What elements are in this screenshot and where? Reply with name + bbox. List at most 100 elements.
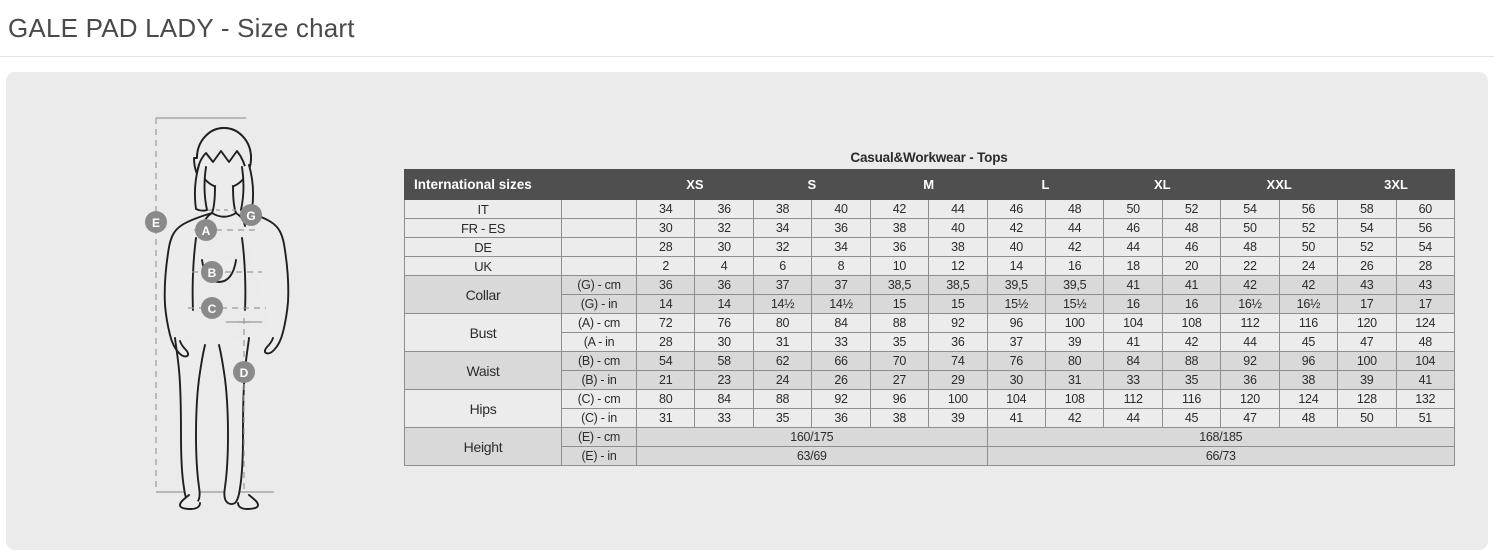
cell-waist-in-13: 41 — [1395, 370, 1455, 390]
cell-hips-in-8: 44 — [1103, 408, 1163, 428]
header-size-m: M — [869, 169, 988, 200]
cell-waist-cm-4: 70 — [869, 351, 930, 371]
cell-waist-in-1: 23 — [694, 370, 754, 390]
row-label-collar: Collar — [404, 275, 562, 314]
table-row: (C) - in 31 33 35 36 38 39 41 42 44 45 47 48 50 51 — [405, 408, 1455, 428]
cell-it-8: 50 — [1103, 199, 1163, 219]
table-row: Bust (A) - cm 72 76 80 84 88 92 96 100 104 108 112 11… — [404, 313, 1455, 352]
cell-bust-cm-11: 116 — [1278, 313, 1339, 333]
table-body: IT 34 36 38 40 42 44 46 48 50 52 54 56 58 60 FR - ES 30 3… — [404, 199, 1455, 466]
cell-waist-in-11: 38 — [1278, 370, 1339, 390]
cell-hips-in-1: 33 — [694, 408, 754, 428]
header-size-xs: XS — [636, 169, 754, 200]
cell-de-8: 44 — [1103, 237, 1163, 257]
cell-fr-es-12: 54 — [1337, 218, 1397, 238]
row-unit-bust-in: (A - in — [561, 332, 637, 352]
cell-hips-cm-9: 116 — [1161, 389, 1222, 409]
table-caption: Casual&Workwear - Tops — [850, 150, 1008, 165]
cell-de-3: 34 — [811, 237, 871, 257]
header-size-l: L — [986, 169, 1105, 200]
cell-uk-3: 8 — [811, 256, 871, 276]
cell-collar-cm-2: 37 — [752, 275, 813, 295]
cell-it-10: 54 — [1220, 199, 1280, 219]
cell-de-13: 54 — [1395, 237, 1455, 257]
header-unit-column — [561, 169, 637, 200]
cell-waist-cm-6: 76 — [986, 351, 1046, 371]
cell-hips-in-13: 51 — [1395, 408, 1455, 428]
table-row: (B) - in 21 23 24 26 27 29 30 31 33 35 36 38 39 41 — [405, 370, 1455, 390]
cell-waist-in-10: 36 — [1220, 370, 1280, 390]
table-row: IT 34 36 38 40 42 44 46 48 50 52 54 56 58 60 — [404, 199, 1455, 219]
cell-collar-cm-0: 36 — [635, 275, 696, 295]
cell-hips-in-7: 42 — [1044, 408, 1105, 428]
cell-waist-cm-11: 96 — [1278, 351, 1339, 371]
row-label-hips: Hips — [404, 389, 562, 428]
svg-text:D: D — [240, 366, 249, 380]
row-unit-waist-in: (B) - in — [561, 370, 637, 390]
cell-hips-in-4: 38 — [869, 408, 930, 428]
cell-hips-in-12: 50 — [1337, 408, 1397, 428]
cell-fr-es-13: 56 — [1395, 218, 1455, 238]
cell-waist-cm-2: 62 — [752, 351, 813, 371]
cell-de-1: 30 — [694, 237, 754, 257]
page-title: GALE PAD LADY - Size chart — [8, 12, 355, 43]
cell-collar-cm-3: 37 — [811, 275, 871, 295]
cell-bust-in-2: 31 — [752, 332, 813, 352]
svg-text:C: C — [208, 302, 217, 316]
cell-hips-cm-12: 128 — [1337, 389, 1397, 409]
cell-hips-cm-7: 108 — [1044, 389, 1105, 409]
cell-it-6: 46 — [986, 199, 1046, 219]
table-row: Hips (C) - cm 80 84 88 92 96 100 104 108 112 116 120… — [404, 389, 1455, 428]
cell-uk-5: 12 — [928, 256, 988, 276]
cell-de-0: 28 — [635, 237, 696, 257]
cell-hips-cm-1: 84 — [694, 389, 754, 409]
cell-bust-in-9: 42 — [1161, 332, 1222, 352]
table-row: Waist (B) - cm 54 58 62 66 70 74 76 80 84 88 92 96 100… — [404, 351, 1455, 390]
row-unit-collar-cm: (G) - cm — [561, 275, 637, 295]
cell-waist-cm-8: 84 — [1103, 351, 1163, 371]
cell-uk-12: 26 — [1337, 256, 1397, 276]
cell-collar-in-11: 16½ — [1278, 294, 1339, 314]
cell-it-9: 52 — [1161, 199, 1222, 219]
cell-bust-in-8: 41 — [1103, 332, 1163, 352]
cell-bust-in-4: 35 — [869, 332, 930, 352]
cell-waist-in-7: 31 — [1044, 370, 1105, 390]
cell-collar-in-4: 15 — [869, 294, 930, 314]
cell-hips-cm-6: 104 — [986, 389, 1046, 409]
cell-bust-cm-1: 76 — [694, 313, 754, 333]
cell-waist-in-8: 33 — [1103, 370, 1163, 390]
cell-collar-cm-6: 39,5 — [986, 275, 1046, 295]
cell-hips-cm-5: 100 — [928, 389, 988, 409]
row-unit-it — [561, 199, 637, 219]
row-unit-height-cm: (E) - cm — [561, 427, 637, 447]
cell-fr-es-2: 34 — [752, 218, 813, 238]
cell-it-11: 56 — [1278, 199, 1339, 219]
cell-collar-in-0: 14 — [635, 294, 696, 314]
cell-de-10: 48 — [1220, 237, 1280, 257]
cell-fr-es-10: 50 — [1220, 218, 1280, 238]
cell-waist-cm-3: 66 — [811, 351, 871, 371]
cell-waist-in-4: 27 — [869, 370, 930, 390]
cell-fr-es-0: 30 — [635, 218, 696, 238]
svg-text:G: G — [246, 209, 255, 223]
cell-uk-7: 16 — [1044, 256, 1105, 276]
cell-collar-cm-13: 43 — [1395, 275, 1455, 295]
cell-uk-9: 20 — [1161, 256, 1222, 276]
female-body-measurement-diagram: E G A B C D — [134, 110, 304, 510]
cell-waist-in-9: 35 — [1161, 370, 1222, 390]
table-row: UK 2 4 6 8 10 12 14 16 18 20 22 24 26 28 — [404, 256, 1455, 276]
header-size-xxl: XXL — [1220, 169, 1339, 200]
svg-text:A: A — [202, 224, 211, 238]
cell-waist-in-3: 26 — [811, 370, 871, 390]
row-unit-uk — [561, 256, 637, 276]
cell-uk-6: 14 — [986, 256, 1046, 276]
row-label-fr-es: FR - ES — [404, 218, 562, 238]
cell-hips-in-10: 47 — [1220, 408, 1280, 428]
cell-it-3: 40 — [811, 199, 871, 219]
cell-fr-es-6: 42 — [986, 218, 1046, 238]
cell-de-11: 50 — [1278, 237, 1339, 257]
cell-bust-cm-9: 108 — [1161, 313, 1222, 333]
table-row: (G) - in 14 14 14½ 14½ 15 15 15½ 15½ 16 16 16½ 16½ 17… — [405, 294, 1455, 314]
cell-collar-in-13: 17 — [1395, 294, 1455, 314]
cell-bust-cm-12: 120 — [1337, 313, 1397, 333]
